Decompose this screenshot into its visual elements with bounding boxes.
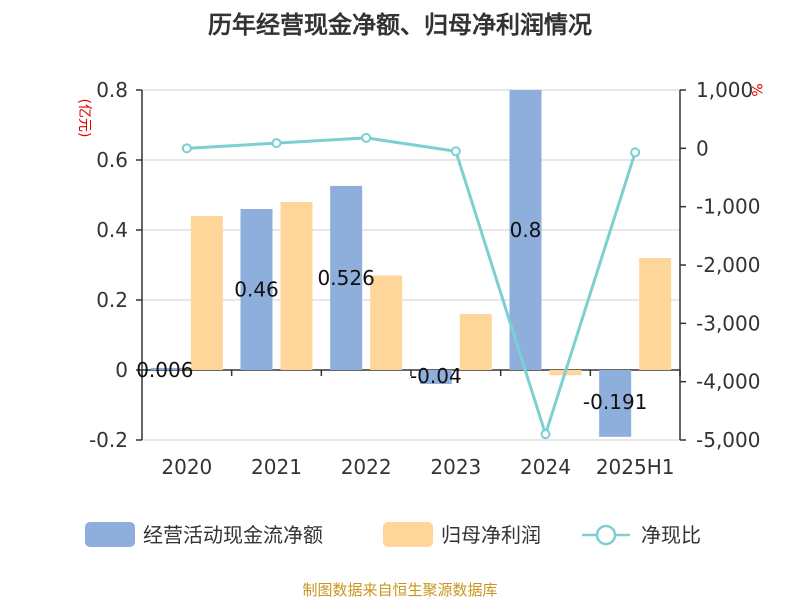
data-label-cashflow: 0.8 — [510, 218, 542, 242]
bar-cashflow — [599, 370, 632, 437]
right-tick-label: 0 — [696, 136, 709, 160]
left-tick-label: 0.6 — [96, 148, 128, 172]
ratio-line-path — [186, 136, 637, 440]
left-axis: 0.8 0.6 0.4 0.2 0 -0.2 — [89, 78, 143, 452]
x-tick-label: 2023 — [430, 455, 481, 479]
x-tick-label: 2022 — [341, 455, 392, 479]
bar-cashflow — [150, 367, 183, 370]
data-label-cashflow: -0.191 — [583, 390, 647, 414]
x-tick-label: 2020 — [161, 455, 212, 479]
bars — [150, 90, 672, 437]
left-tick-label: 0 — [115, 358, 128, 382]
bar-cashflow — [330, 185, 363, 370]
left-tick-label: 0.2 — [96, 288, 128, 312]
x-tick-label: 2025H1 — [596, 455, 675, 479]
right-axis: 1,000 0 -1,000 -2,000 -3,000 -4,000 -5,000 — [679, 78, 760, 452]
bar-cashflow — [419, 370, 452, 384]
legend-label-ratio: 净现比 — [641, 523, 701, 547]
bar-netprofit — [639, 258, 672, 370]
ratio-point — [450, 146, 461, 157]
data-label-cashflow: 0.46 — [234, 278, 279, 302]
right-tick-label: -1,000 — [696, 195, 760, 219]
data-label-cashflow: 0.526 — [318, 266, 375, 290]
bar-netprofit — [370, 275, 403, 370]
left-tick-label: 0.8 — [96, 78, 128, 102]
ratio-point — [361, 132, 372, 143]
bar-cashflow — [509, 90, 542, 370]
ratio-point — [181, 143, 192, 154]
data-label-cashflow: -0.04 — [410, 364, 462, 388]
bar-netprofit — [280, 202, 313, 370]
ratio-line — [181, 132, 641, 440]
legend-marker-ratio — [595, 524, 617, 546]
right-axis-unit: % — [748, 83, 764, 96]
right-tick-label: -5,000 — [696, 428, 760, 452]
data-label-cashflow: 0.006 — [136, 358, 193, 382]
bar-netprofit — [459, 314, 492, 370]
x-tick-label: 2024 — [520, 455, 571, 479]
x-axis: 2020 2021 2022 2023 2024 2025H1 — [141, 369, 681, 479]
legend-label-netprofit: 归母净利润 — [441, 523, 541, 547]
source-note: 制图数据来自恒生聚源数据库 — [302, 581, 497, 599]
x-tick-label: 2021 — [251, 455, 302, 479]
ratio-point — [540, 429, 551, 440]
chart-title: 历年经营现金净额、归母净利润情况 — [208, 11, 592, 39]
right-tick-label: 1,000 — [696, 78, 753, 102]
ratio-point — [271, 138, 282, 149]
left-tick-label: -0.2 — [89, 428, 128, 452]
left-tick-label: 0.4 — [96, 218, 128, 242]
right-tick-label: -2,000 — [696, 253, 760, 277]
legend-label-cashflow: 经营活动现金流净额 — [143, 523, 323, 547]
bar-cashflow — [240, 209, 273, 370]
left-axis-unit: (亿元) — [76, 99, 92, 138]
bar-netprofit — [190, 216, 223, 370]
data-labels: 0.006 0.46 0.526 -0.04 0.8 -0.191 — [136, 218, 647, 414]
right-tick-label: -4,000 — [696, 370, 760, 394]
legend-swatch-cashflow — [85, 522, 135, 547]
right-tick-label: -3,000 — [696, 311, 760, 335]
legend-swatch-netprofit — [383, 522, 433, 547]
legend: 经营活动现金流净额 归母净利润 净现比 — [85, 522, 701, 547]
ratio-point — [630, 147, 641, 158]
